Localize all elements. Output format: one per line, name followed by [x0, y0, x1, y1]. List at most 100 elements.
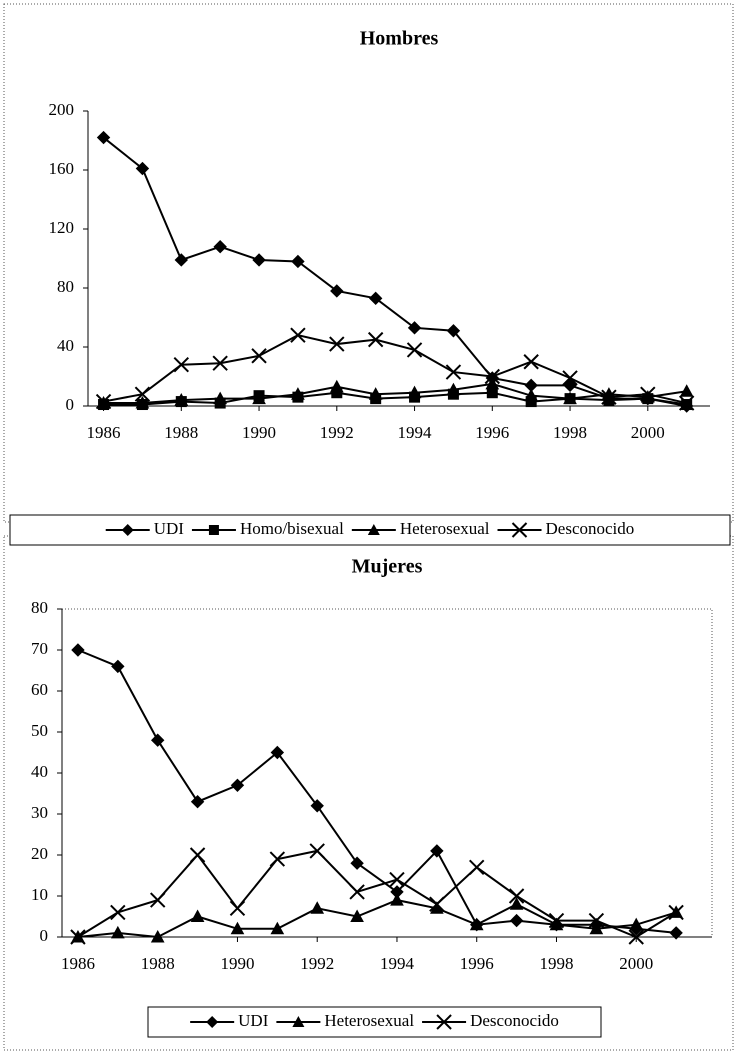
series-line: [102, 136, 687, 407]
marker: [174, 393, 189, 406]
legend-label: UDI: [154, 519, 185, 538]
marker: [485, 376, 500, 390]
marker: [190, 794, 205, 809]
marker: [430, 844, 444, 858]
marker: [310, 799, 324, 813]
marker: [96, 130, 111, 145]
marker: [679, 384, 694, 397]
y-tick-label: 0: [40, 926, 49, 945]
y-tick-label: 70: [31, 639, 48, 658]
x-tick-label: 1988: [164, 423, 198, 442]
marker: [212, 355, 228, 371]
x-tick-label: 1998: [553, 423, 587, 442]
y-tick-label: 200: [49, 100, 75, 119]
marker: [330, 284, 344, 298]
x-tick-label: 1990: [242, 423, 276, 442]
marker: [524, 388, 539, 402]
x-tick-label: 1994: [398, 423, 433, 442]
marker: [213, 391, 228, 405]
marker: [329, 379, 344, 393]
y-tick-label: 20: [31, 844, 48, 863]
marker: [252, 391, 266, 405]
legend-marker: [436, 1014, 452, 1030]
marker: [368, 387, 383, 400]
marker: [509, 913, 524, 928]
marker: [269, 851, 286, 867]
marker: [669, 926, 683, 940]
y-tick-label: 40: [57, 336, 74, 355]
y-tick-label: 120: [49, 218, 75, 237]
marker: [150, 733, 165, 747]
marker: [149, 892, 166, 908]
marker: [469, 917, 484, 931]
legend-label: Desconocido: [546, 519, 635, 538]
marker: [429, 896, 445, 912]
y-tick-label: 50: [31, 721, 48, 740]
marker: [95, 393, 112, 410]
marker: [230, 921, 245, 935]
marker: [640, 386, 656, 402]
legend-marker: [206, 1016, 219, 1028]
marker: [508, 888, 525, 904]
y-tick-label: 60: [31, 680, 48, 699]
marker: [349, 884, 365, 900]
marker: [190, 909, 205, 922]
marker: [469, 859, 485, 876]
chart-frame: [3, 535, 734, 1051]
marker: [407, 321, 422, 335]
legend-marker: [208, 525, 219, 535]
y-tick-label: 0: [66, 395, 75, 414]
marker: [446, 382, 461, 396]
x-tick-label: 1996: [475, 423, 509, 442]
marker: [390, 893, 404, 906]
marker: [309, 843, 325, 859]
marker: [367, 331, 384, 348]
series-line: [77, 849, 677, 939]
marker: [134, 386, 151, 402]
x-tick-label: 1998: [539, 954, 573, 973]
y-tick-label: 80: [57, 277, 74, 296]
legend-label: Heterosexual: [324, 1011, 414, 1030]
legend-marker: [292, 1016, 305, 1027]
legend-marker: [511, 522, 528, 538]
series-line: [77, 649, 677, 934]
marker: [368, 291, 383, 306]
marker: [329, 336, 345, 352]
series-line: [77, 899, 677, 939]
y-tick-label: 80: [31, 598, 48, 617]
marker: [291, 387, 305, 400]
marker: [71, 643, 85, 657]
x-tick-label: 1986: [87, 423, 121, 442]
marker: [270, 745, 285, 760]
marker: [110, 925, 125, 939]
marker: [484, 368, 501, 385]
marker: [681, 399, 693, 411]
marker: [173, 356, 190, 373]
marker: [406, 342, 423, 358]
marker: [628, 929, 644, 945]
marker: [230, 778, 245, 793]
marker: [350, 856, 364, 870]
y-tick-label: 10: [31, 885, 48, 904]
marker: [251, 348, 267, 364]
y-tick-label: 40: [31, 762, 48, 781]
marker: [562, 370, 578, 386]
marker: [389, 871, 405, 888]
plot-frame: [61, 608, 713, 938]
marker: [548, 912, 565, 929]
legend-marker: [367, 524, 380, 535]
marker: [678, 395, 695, 411]
marker: [174, 253, 189, 267]
marker: [310, 901, 325, 914]
marker: [407, 385, 422, 399]
marker: [189, 847, 206, 863]
series-line: [103, 382, 687, 405]
marker: [523, 354, 539, 370]
x-tick-label: 1996: [460, 954, 494, 973]
marker: [290, 327, 306, 343]
x-tick-label: 1994: [380, 954, 415, 973]
marker: [213, 239, 227, 254]
marker: [135, 161, 150, 176]
x-tick-label: 1986: [61, 954, 95, 973]
x-tick-label: 1988: [141, 954, 175, 973]
